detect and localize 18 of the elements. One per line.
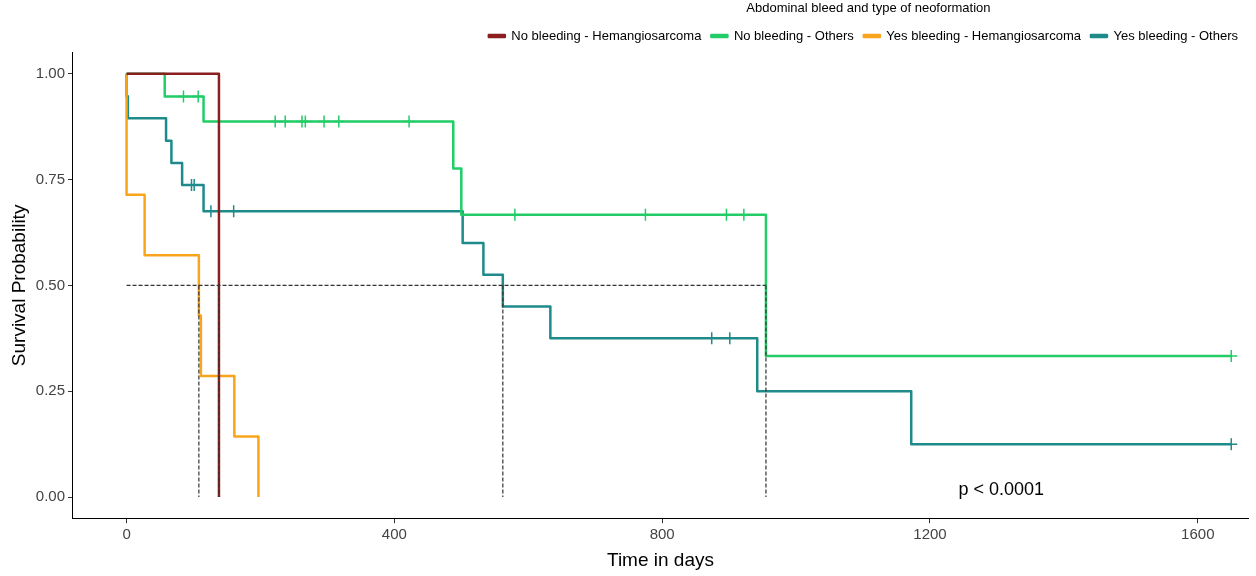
y-axis-title: Survival Probability — [7, 204, 29, 367]
legend-label: No bleeding - Others — [733, 27, 855, 43]
legend-label: Yes bleeding - Hemangiosarcoma — [886, 27, 1082, 43]
x-tick-label: 400 — [381, 525, 407, 543]
y-tick-label: 1.00 — [35, 63, 65, 81]
legend-label: Yes bleeding - Others — [1113, 27, 1239, 43]
y-tick-label: 0.25 — [35, 381, 65, 399]
legend-label: No bleeding - Hemangiosarcoma — [511, 27, 703, 43]
legend-title: Abdominal bleed and type of neoformation — [746, 0, 991, 16]
x-tick-label: 1200 — [913, 525, 947, 543]
y-tick-label: 0.50 — [35, 275, 65, 293]
x-tick-label: 0 — [122, 525, 131, 543]
y-tick-label: 0.75 — [35, 169, 65, 187]
x-axis-title: Time in days — [607, 548, 714, 570]
x-tick-label: 1600 — [1181, 525, 1215, 543]
x-tick-label: 800 — [649, 525, 675, 543]
annotation: p < 0.0001 — [958, 479, 1045, 500]
y-tick-label: 0.00 — [35, 487, 65, 505]
